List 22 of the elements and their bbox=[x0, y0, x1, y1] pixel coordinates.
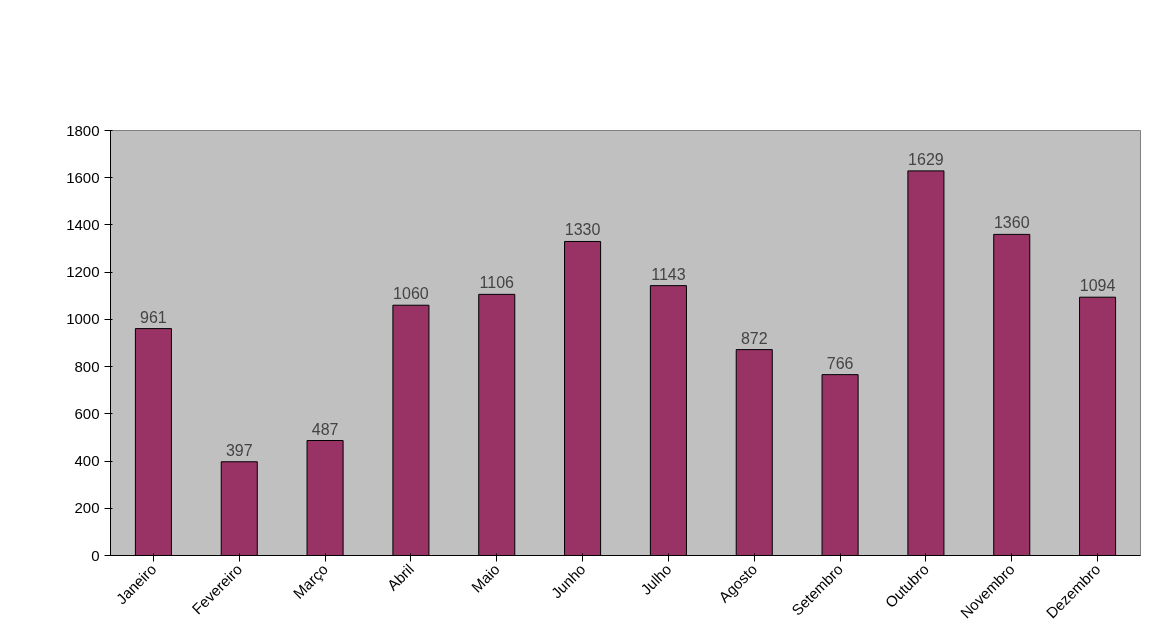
y-tick-label: 1000 bbox=[66, 310, 100, 328]
y-tick-label: 400 bbox=[74, 452, 100, 470]
data-label: 872 bbox=[740, 329, 768, 347]
data-label: 397 bbox=[225, 441, 253, 459]
data-label: 1143 bbox=[651, 265, 686, 283]
data-label: 1629 bbox=[908, 150, 944, 168]
y-tick-label: 800 bbox=[74, 357, 100, 375]
y-tick-label: 1400 bbox=[66, 215, 100, 233]
y-tick-label: 200 bbox=[74, 499, 100, 517]
data-label: 961 bbox=[140, 308, 167, 326]
data-label: 1330 bbox=[564, 221, 601, 239]
y-tick-label: 600 bbox=[74, 404, 100, 422]
y-tick-label: 1200 bbox=[66, 263, 100, 281]
data-label: 1060 bbox=[393, 285, 429, 303]
y-tick-label: 1800 bbox=[66, 121, 100, 139]
data-label: 1094 bbox=[1079, 277, 1116, 295]
y-tick-label: 1600 bbox=[66, 168, 100, 186]
data-label: 487 bbox=[311, 420, 339, 438]
data-label: 1360 bbox=[993, 214, 1030, 232]
data-label: 1106 bbox=[479, 274, 515, 292]
data-label: 766 bbox=[826, 354, 854, 372]
y-tick-label: 0 bbox=[91, 546, 100, 564]
